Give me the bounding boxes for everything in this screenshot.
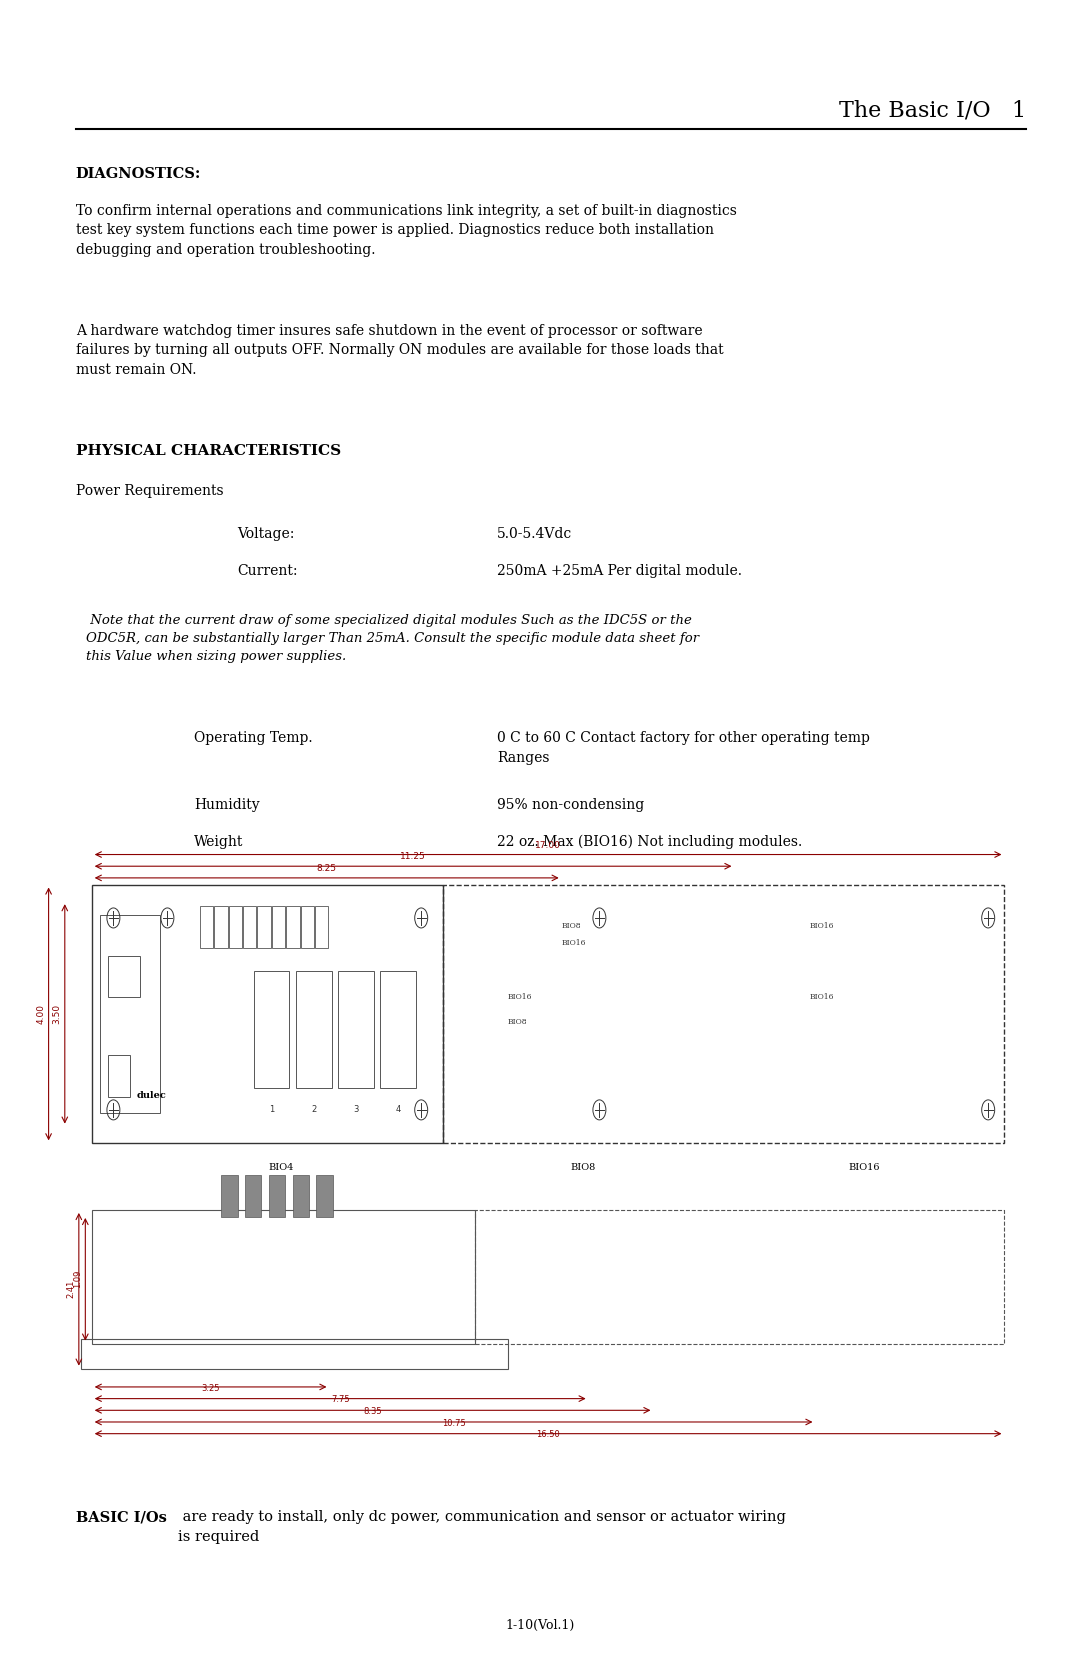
Bar: [229, 906, 242, 948]
Text: 10.75: 10.75: [442, 1419, 465, 1427]
Text: PHYSICAL CHARACTERISTICS: PHYSICAL CHARACTERISTICS: [76, 444, 340, 457]
Bar: [92, 1210, 475, 1344]
Text: Weight: Weight: [194, 834, 244, 848]
Text: Voltage:: Voltage:: [238, 527, 295, 541]
Text: 5.0-5.4Vdc: 5.0-5.4Vdc: [497, 527, 572, 541]
Text: BIO16: BIO16: [848, 1163, 880, 1172]
Bar: [100, 915, 160, 1113]
Bar: [269, 1175, 285, 1217]
Text: 95% non-condensing: 95% non-condensing: [497, 798, 644, 811]
Text: 250mA +25mA Per digital module.: 250mA +25mA Per digital module.: [497, 564, 742, 577]
Bar: [443, 885, 1004, 1143]
Bar: [293, 1175, 309, 1217]
Text: 3.25: 3.25: [201, 1384, 220, 1392]
Bar: [243, 906, 256, 948]
Text: Note that the current draw of some specialized digital modules Such as the IDC5S: Note that the current draw of some speci…: [86, 614, 700, 663]
Text: BIO8: BIO8: [562, 923, 581, 930]
Text: 4.00: 4.00: [37, 1005, 45, 1023]
Text: 11.25: 11.25: [401, 853, 426, 861]
Text: 22 oz. Max (BIO16) Not including modules.: 22 oz. Max (BIO16) Not including modules…: [497, 834, 802, 850]
Text: BIO4: BIO4: [268, 1163, 294, 1172]
Bar: [286, 906, 299, 948]
Text: 16.50: 16.50: [537, 1430, 559, 1439]
Text: BIO16: BIO16: [810, 923, 835, 930]
Text: BIO16: BIO16: [508, 993, 532, 1001]
Bar: [221, 1175, 238, 1217]
Text: 0 C to 60 C Contact factory for other operating temp
Ranges: 0 C to 60 C Contact factory for other op…: [497, 731, 869, 764]
Text: 8.25: 8.25: [316, 865, 337, 873]
Bar: [316, 1175, 333, 1217]
Bar: [272, 906, 285, 948]
Bar: [214, 906, 228, 948]
Text: A hardware watchdog timer insures safe shutdown in the event of processor or sof: A hardware watchdog timer insures safe s…: [76, 324, 724, 377]
Text: BIO16: BIO16: [562, 940, 586, 946]
Bar: [380, 971, 416, 1088]
Bar: [338, 971, 374, 1088]
Text: Power Requirements: Power Requirements: [76, 484, 224, 497]
Text: are ready to install, only dc power, communication and sensor or actuator wiring: are ready to install, only dc power, com…: [178, 1510, 786, 1544]
Text: Humidity: Humidity: [194, 798, 260, 811]
Text: 17.00: 17.00: [536, 841, 561, 850]
Bar: [245, 1175, 261, 1217]
Bar: [315, 906, 328, 948]
Bar: [81, 1339, 508, 1369]
Bar: [296, 971, 332, 1088]
Bar: [92, 885, 443, 1143]
Bar: [108, 1055, 130, 1097]
Text: 7.75: 7.75: [330, 1395, 350, 1404]
Bar: [108, 955, 140, 998]
Text: BIO8: BIO8: [570, 1163, 596, 1172]
Bar: [254, 971, 289, 1088]
Text: 3.50: 3.50: [53, 1003, 62, 1025]
Text: 2: 2: [311, 1105, 316, 1113]
Bar: [200, 906, 213, 948]
Text: BASIC I/Os: BASIC I/Os: [76, 1510, 166, 1524]
Bar: [300, 906, 314, 948]
Bar: [257, 906, 271, 948]
Text: The Basic I/O   1: The Basic I/O 1: [839, 100, 1026, 122]
Text: 1.09: 1.09: [73, 1270, 82, 1288]
Text: DIAGNOSTICS:: DIAGNOSTICS:: [76, 167, 201, 180]
Text: 4: 4: [395, 1105, 401, 1113]
Text: To confirm internal operations and communications link integrity, a set of built: To confirm internal operations and commu…: [76, 204, 737, 257]
Text: 8.35: 8.35: [363, 1407, 382, 1415]
Text: 3: 3: [353, 1105, 359, 1113]
Text: Current:: Current:: [238, 564, 298, 577]
Text: Operating Temp.: Operating Temp.: [194, 731, 313, 744]
Text: 1: 1: [269, 1105, 274, 1113]
Text: dulec: dulec: [136, 1092, 166, 1100]
Text: 2.41: 2.41: [67, 1280, 76, 1298]
Text: BIO16: BIO16: [810, 993, 835, 1001]
Bar: [475, 1210, 1004, 1344]
Text: 1-10(Vol.1): 1-10(Vol.1): [505, 1619, 575, 1632]
Text: BIO8: BIO8: [508, 1018, 527, 1026]
